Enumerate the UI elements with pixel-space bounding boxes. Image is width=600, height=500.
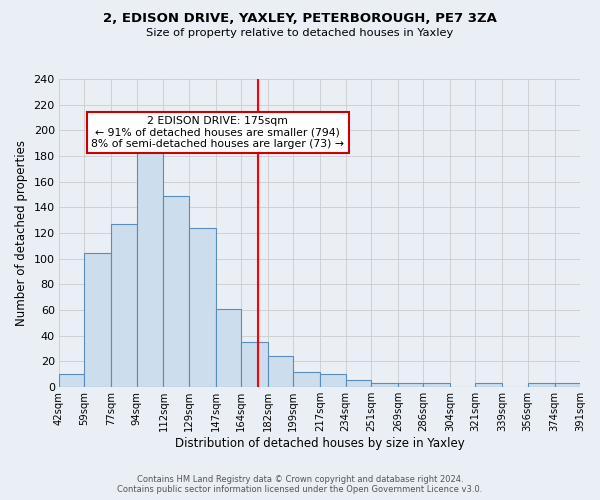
Bar <box>346 380 371 387</box>
X-axis label: Distribution of detached houses by size in Yaxley: Distribution of detached houses by size … <box>175 437 464 450</box>
Bar <box>85 254 111 387</box>
Bar <box>371 383 398 387</box>
Text: Size of property relative to detached houses in Yaxley: Size of property relative to detached ho… <box>146 28 454 38</box>
Bar <box>423 383 450 387</box>
Text: 2 EDISON DRIVE: 175sqm
← 91% of detached houses are smaller (794)
8% of semi-det: 2 EDISON DRIVE: 175sqm ← 91% of detached… <box>91 116 344 149</box>
Bar <box>554 383 580 387</box>
Bar <box>320 374 346 387</box>
Bar <box>268 356 293 387</box>
Bar <box>189 228 216 387</box>
Bar <box>59 374 85 387</box>
Bar <box>398 383 423 387</box>
Bar <box>293 372 320 387</box>
Bar <box>241 342 268 387</box>
Text: 2, EDISON DRIVE, YAXLEY, PETERBOROUGH, PE7 3ZA: 2, EDISON DRIVE, YAXLEY, PETERBOROUGH, P… <box>103 12 497 26</box>
Bar <box>528 383 554 387</box>
Y-axis label: Number of detached properties: Number of detached properties <box>15 140 28 326</box>
Text: Contains HM Land Registry data © Crown copyright and database right 2024.: Contains HM Land Registry data © Crown c… <box>137 475 463 484</box>
Bar <box>216 308 241 387</box>
Bar <box>475 383 502 387</box>
Text: Contains public sector information licensed under the Open Government Licence v3: Contains public sector information licen… <box>118 485 482 494</box>
Bar <box>163 196 189 387</box>
Bar <box>111 224 137 387</box>
Bar <box>137 132 163 387</box>
